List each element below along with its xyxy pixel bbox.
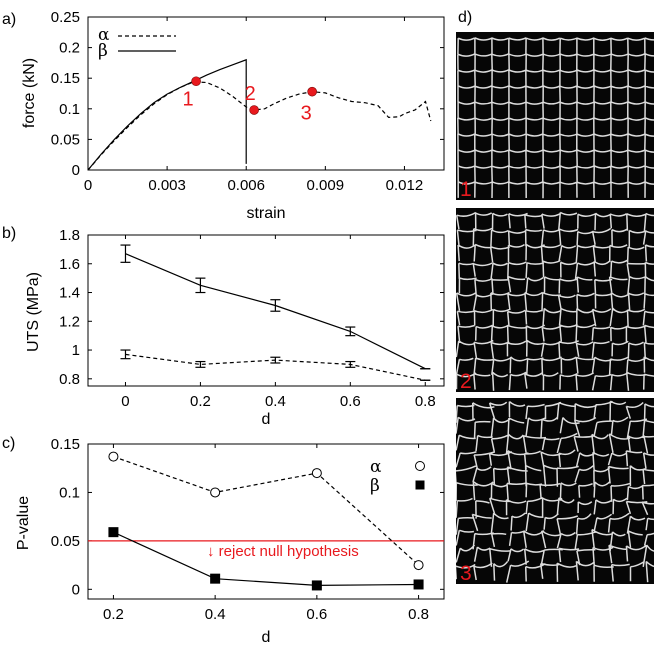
image-background [456, 398, 654, 584]
panel-c-ylabel: P-value [15, 496, 32, 550]
panel-b-ytick-label: 1.8 [59, 227, 80, 244]
panel-c-marker-alpha [413, 560, 424, 571]
panel-b-xtick-label: 0.8 [415, 393, 436, 410]
panel-d: d) 1 2 3 [456, 9, 654, 585]
panel-a-xtick-label: 0.009 [307, 177, 345, 194]
mesh-texture [456, 211, 654, 391]
panel-c-xtick-label: 0.6 [306, 606, 327, 623]
panel-d-frames: 1 2 3 [456, 32, 654, 585]
panel-a-series [87, 58, 432, 171]
panel-b-ytick-label: 1 [72, 342, 80, 359]
threshold-annotation: ↓ reject null hypothesis [207, 543, 359, 560]
legend-c-alpha-marker [415, 461, 425, 471]
panel-a-ytick-label: 0 [72, 162, 80, 179]
panel-a-point [249, 105, 259, 115]
panel-b-ylabel: UTS (MPa) [25, 272, 42, 352]
panel-b-xtick-label: 0.6 [340, 393, 361, 410]
panel-a-ytick-label: 0.2 [59, 40, 80, 57]
panel-a-series-1 [87, 58, 247, 171]
panel-c-xtick-label: 0.4 [205, 606, 226, 623]
panel-c-xlabel: d [262, 629, 271, 646]
panel-c-ytick-label: 0.1 [59, 484, 80, 501]
panel-c-marker-alpha [108, 451, 119, 462]
image-background [456, 208, 654, 392]
panel-a-xtick-label: 0.012 [386, 177, 424, 194]
panel-c-ytick-label: 0.05 [51, 533, 80, 550]
panel-b-ytick-label: 0.8 [59, 371, 80, 388]
panel-c-ytick-label: 0 [72, 581, 80, 598]
image-frame-2: 2 [456, 208, 654, 393]
legend-c-alpha-label: α [370, 457, 382, 477]
panel-a-xtick-label: 0.003 [148, 177, 186, 194]
panel-a-ylabel: force (kN) [21, 58, 38, 128]
panel-a-points: 1 2 3 [183, 76, 317, 125]
panel-b-xtick-label: 0.2 [190, 393, 211, 410]
panel-c-threshold: ↓ reject null hypothesis [88, 540, 444, 560]
panel-c-marker-alpha [210, 487, 221, 498]
panel-b-ytick-label: 1.4 [59, 285, 80, 302]
panel-b-label: b) [2, 225, 16, 242]
panel-a-point-label: 2 [245, 83, 256, 105]
image-frame-label: 3 [460, 562, 472, 585]
panel-c-marker-alpha [311, 468, 322, 479]
panel-a-ytick-label: 0.15 [51, 70, 80, 87]
panel-a-xtick-label: 0 [84, 177, 92, 194]
panel-a-point [307, 86, 317, 97]
panel-c-marker-beta [311, 580, 322, 591]
panel-c-frame [87, 443, 445, 600]
legend-alpha-label: α [98, 25, 110, 45]
panel-c-series-1 [113, 531, 419, 587]
panel-a: a) 0 0.003 0.006 0.009 0.01200.050.10.150.20… [2, 9, 445, 222]
panel-b-xlabel: d [262, 411, 271, 428]
panel-c-xtick-label: 0.2 [103, 606, 124, 623]
image-frame-label: 1 [460, 178, 472, 201]
panel-b-ticks: 0 0.2 0.4 0.6 0.8 0.8 1 1.2 1.4 1.6 1.8 [59, 227, 444, 410]
legend-c-beta-marker [415, 480, 425, 490]
panel-c: c) 0.2 0.4 0.6 0.8 0 0.05 0.1 0.15 ↓ reject nul… [2, 435, 445, 646]
panel-b-xtick-label: 0.4 [265, 393, 286, 410]
panel-a-legend: α β [98, 25, 176, 61]
panel-c-xtick-label: 0.8 [408, 606, 429, 623]
panel-a-point-label: 1 [183, 88, 194, 110]
legend-c-beta-label: β [370, 476, 380, 496]
panel-a-ticks: 0 0.003 0.006 0.009 0.012 0 0.05 0.1 0.15 0.2 0.25 [51, 9, 444, 194]
panel-b-ytick-label: 1.2 [59, 313, 80, 330]
panel-c-marker-beta [210, 573, 221, 584]
panel-d-label: d) [458, 9, 472, 26]
panel-a-xtick-label: 0.006 [227, 177, 265, 194]
panel-c-marker-beta [413, 579, 424, 590]
panel-a-frame [87, 16, 445, 171]
image-frame-1: 1 [456, 32, 654, 201]
panel-b-frame [87, 234, 445, 387]
panel-a-ytick-label: 0.25 [51, 9, 80, 26]
mesh-texture [456, 400, 654, 583]
panel-a-label: a) [2, 11, 16, 28]
panel-b: b) 0 0.2 0.4 0.6 0.8 0.8 1 1.2 1.4 1.6 1.8 d UTS (… [2, 225, 445, 428]
panel-a-xlabel: strain [246, 205, 285, 222]
panel-c-marker-beta [108, 527, 119, 538]
panel-c-legend: α β [370, 457, 425, 496]
panel-a-ytick-label: 0.1 [59, 101, 80, 118]
legend-beta-label: β [98, 41, 108, 61]
panel-a-ytick-label: 0.05 [51, 131, 80, 148]
panel-b-series [120, 244, 431, 381]
panel-c-ytick-label: 0.15 [51, 436, 80, 453]
panel-c-series [108, 451, 424, 591]
image-frame-label: 2 [460, 370, 472, 393]
mesh-texture [457, 37, 654, 199]
panel-c-ticks: 0.2 0.4 0.6 0.8 0 0.05 0.1 0.15 [51, 436, 444, 623]
panel-a-point-label: 3 [301, 103, 312, 125]
panel-a-series-0 [87, 81, 432, 171]
panel-c-label: c) [2, 435, 15, 452]
panel-a-point [191, 76, 201, 87]
panel-b-ytick-label: 1.6 [59, 256, 80, 273]
panel-b-xtick-label: 0 [121, 393, 129, 410]
image-frame-3: 3 [456, 398, 654, 585]
image-background [456, 32, 654, 200]
